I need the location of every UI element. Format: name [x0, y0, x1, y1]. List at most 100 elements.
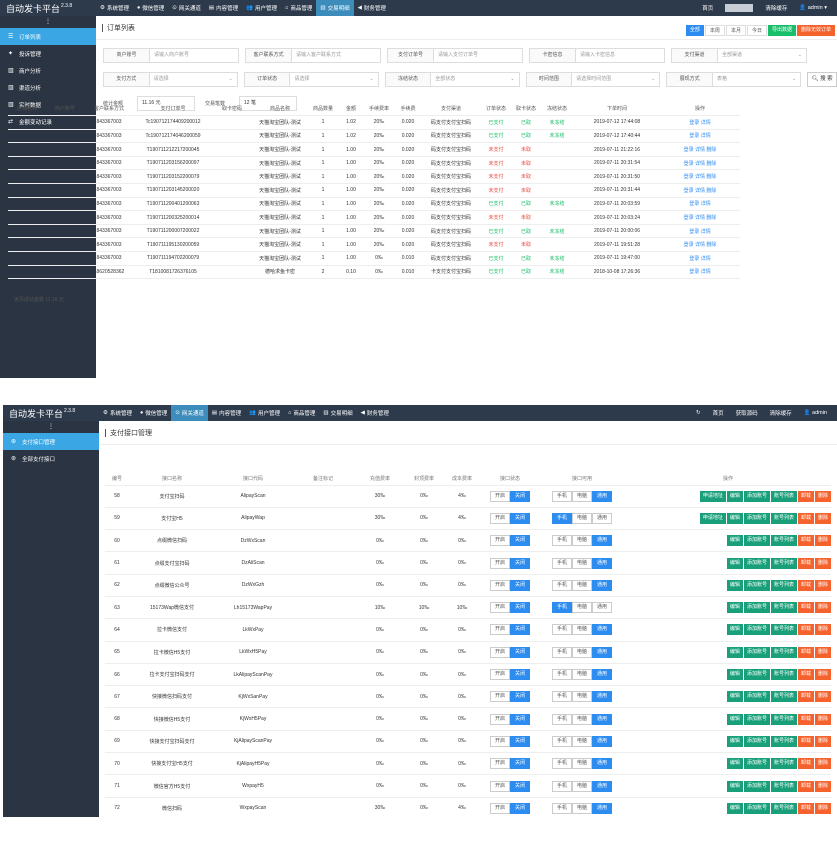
clear-cache-link[interactable]: 清除缓存 [769, 411, 792, 417]
action-link[interactable]: 详情 [694, 160, 707, 167]
nav-item-4[interactable]: 👥 用户管理 [242, 0, 281, 16]
nav-item-2[interactable]: ⊙ 网关通道 [171, 405, 208, 421]
op-button-5[interactable]: 删除 [814, 602, 831, 614]
availability-option[interactable]: 手机 [551, 780, 572, 792]
availability-toggle[interactable]: 手机 电脑 通用 [551, 802, 613, 814]
availability-toggle[interactable]: 手机 电脑 通用 [551, 691, 613, 703]
availability-option[interactable]: 电脑 [571, 669, 592, 681]
status-toggle[interactable]: 开启 关闭 [489, 535, 531, 547]
op-button-4[interactable]: 卸载 [797, 512, 814, 524]
op-button-4[interactable]: 卸载 [797, 535, 814, 547]
op-button-3[interactable]: 账号列表 [770, 669, 797, 681]
action-link[interactable]: 详情 [700, 201, 711, 208]
action-link[interactable]: 删除 [706, 187, 717, 194]
availability-option[interactable]: 通用 [592, 579, 613, 591]
op-button-3[interactable]: 账号列表 [770, 713, 797, 725]
availability-toggle[interactable]: 手机 电脑 通用 [551, 624, 613, 636]
status-option[interactable]: 开启 [489, 646, 510, 658]
status-option[interactable]: 关闭 [510, 646, 531, 658]
status-option[interactable]: 关闭 [510, 624, 531, 636]
action-link[interactable]: 登录 [689, 133, 701, 140]
availability-option[interactable]: 手机 [551, 758, 572, 770]
nav-item-5[interactable]: ⌂ 商品管理 [284, 405, 319, 421]
sidebar-item-1[interactable]: ⊛ 全部支付接口 [3, 450, 99, 467]
op-button-5[interactable]: 删除 [814, 691, 831, 703]
action-link[interactable]: 详情 [700, 119, 711, 126]
availability-option[interactable]: 电脑 [571, 579, 592, 591]
op-button-3[interactable]: 账号列表 [770, 780, 797, 792]
op-button-4[interactable]: 卸载 [797, 557, 814, 569]
availability-option[interactable]: 通用 [592, 802, 613, 814]
status-toggle[interactable]: 开启 关闭 [489, 512, 531, 524]
action-link[interactable]: 登录 [689, 269, 701, 276]
availability-option[interactable]: 电脑 [571, 802, 592, 814]
op-button-3[interactable]: 账号列表 [770, 579, 797, 591]
availability-option[interactable]: 电脑 [571, 735, 592, 747]
sidebar-item-3[interactable]: ▥ 渠道分析 [0, 79, 96, 96]
action-link[interactable]: 登录 [689, 119, 701, 126]
status-option[interactable]: 开启 [489, 758, 510, 770]
availability-option[interactable]: 通用 [592, 490, 613, 502]
top-button-0[interactable]: 全部 [685, 25, 704, 36]
op-button-1[interactable]: 编辑 [726, 602, 743, 614]
action-link[interactable]: 登录 [683, 215, 695, 222]
action-link[interactable]: 登录 [683, 174, 695, 181]
op-button-2[interactable]: 添加账号 [743, 512, 770, 524]
op-button-1[interactable]: 编辑 [726, 624, 743, 636]
filter-input[interactable]: 请输入卡密信息 [575, 47, 665, 63]
op-button-1[interactable]: 编辑 [726, 669, 743, 681]
availability-toggle[interactable]: 手机 电脑 通用 [551, 535, 613, 547]
op-button-4[interactable]: 卸载 [797, 579, 814, 591]
action-link[interactable]: 登录 [689, 228, 701, 235]
availability-option[interactable]: 电脑 [571, 557, 592, 569]
op-button-3[interactable]: 账号列表 [770, 557, 797, 569]
op-button-4[interactable]: 卸载 [797, 758, 814, 770]
op-button-2[interactable]: 添加账号 [743, 713, 770, 725]
top-button-1[interactable]: 本周 [704, 25, 725, 36]
availability-option[interactable]: 电脑 [571, 780, 592, 792]
op-button-3[interactable]: 账号列表 [770, 735, 797, 747]
nav-item-7[interactable]: ◀ 财务管理 [354, 0, 390, 16]
availability-toggle[interactable]: 手机 电脑 通用 [551, 646, 613, 658]
action-link[interactable]: 删除 [706, 160, 717, 167]
top-button-4[interactable]: 导出数据 [767, 25, 796, 36]
op-button-1[interactable]: 编辑 [726, 713, 743, 725]
availability-toggle[interactable]: 手机 电脑 通用 [551, 602, 613, 614]
action-link[interactable]: 删除 [706, 215, 717, 222]
status-option[interactable]: 开启 [489, 557, 510, 569]
status-option[interactable]: 关闭 [510, 691, 531, 703]
action-link[interactable]: 详情 [694, 147, 707, 154]
home-link[interactable]: 首页 [712, 411, 724, 417]
status-toggle[interactable]: 开启 关闭 [489, 735, 531, 747]
refresh-icon[interactable]: ↻ [695, 410, 701, 416]
availability-toggle[interactable]: 手机 电脑 通用 [551, 557, 613, 569]
op-button-4[interactable]: 卸载 [797, 646, 814, 658]
action-link[interactable]: 登录 [683, 242, 695, 249]
availability-option[interactable]: 通用 [592, 691, 613, 703]
user-menu[interactable]: 👤 admin ▾ [799, 5, 827, 11]
sidebar-toggle-icon[interactable]: ⋮ [45, 19, 51, 25]
nav-item-6[interactable]: ▥ 交易明细 [319, 405, 356, 421]
op-button-3[interactable]: 账号列表 [770, 802, 797, 814]
status-option[interactable]: 开启 [489, 780, 510, 792]
brand-logo[interactable]: 自动发卡平台 2.3.8 [3, 405, 99, 421]
availability-option[interactable]: 手机 [551, 802, 572, 814]
availability-option[interactable]: 通用 [592, 512, 613, 524]
availability-toggle[interactable]: 手机 电脑 通用 [551, 735, 613, 747]
op-button-2[interactable]: 添加账号 [743, 758, 770, 770]
status-toggle[interactable]: 开启 关闭 [489, 602, 531, 614]
filter-input[interactable]: 请输入客户联系方式 [291, 47, 381, 63]
status-option[interactable]: 开启 [489, 490, 510, 502]
availability-option[interactable]: 通用 [592, 624, 613, 636]
status-option[interactable]: 开启 [489, 669, 510, 681]
nav-item-0[interactable]: ⚙ 系统管理 [96, 0, 133, 16]
status-toggle[interactable]: 开启 关闭 [489, 758, 531, 770]
nav-item-6[interactable]: ▥ 交易明细 [316, 0, 354, 16]
op-button-4[interactable]: 卸载 [797, 669, 814, 681]
status-option[interactable]: 关闭 [510, 669, 531, 681]
availability-option[interactable]: 手机 [551, 557, 572, 569]
status-toggle[interactable]: 开启 关闭 [489, 713, 531, 725]
availability-option[interactable]: 手机 [551, 691, 572, 703]
status-option[interactable]: 关闭 [510, 758, 531, 770]
nav-item-1[interactable]: ● 微信管理 [133, 0, 168, 16]
